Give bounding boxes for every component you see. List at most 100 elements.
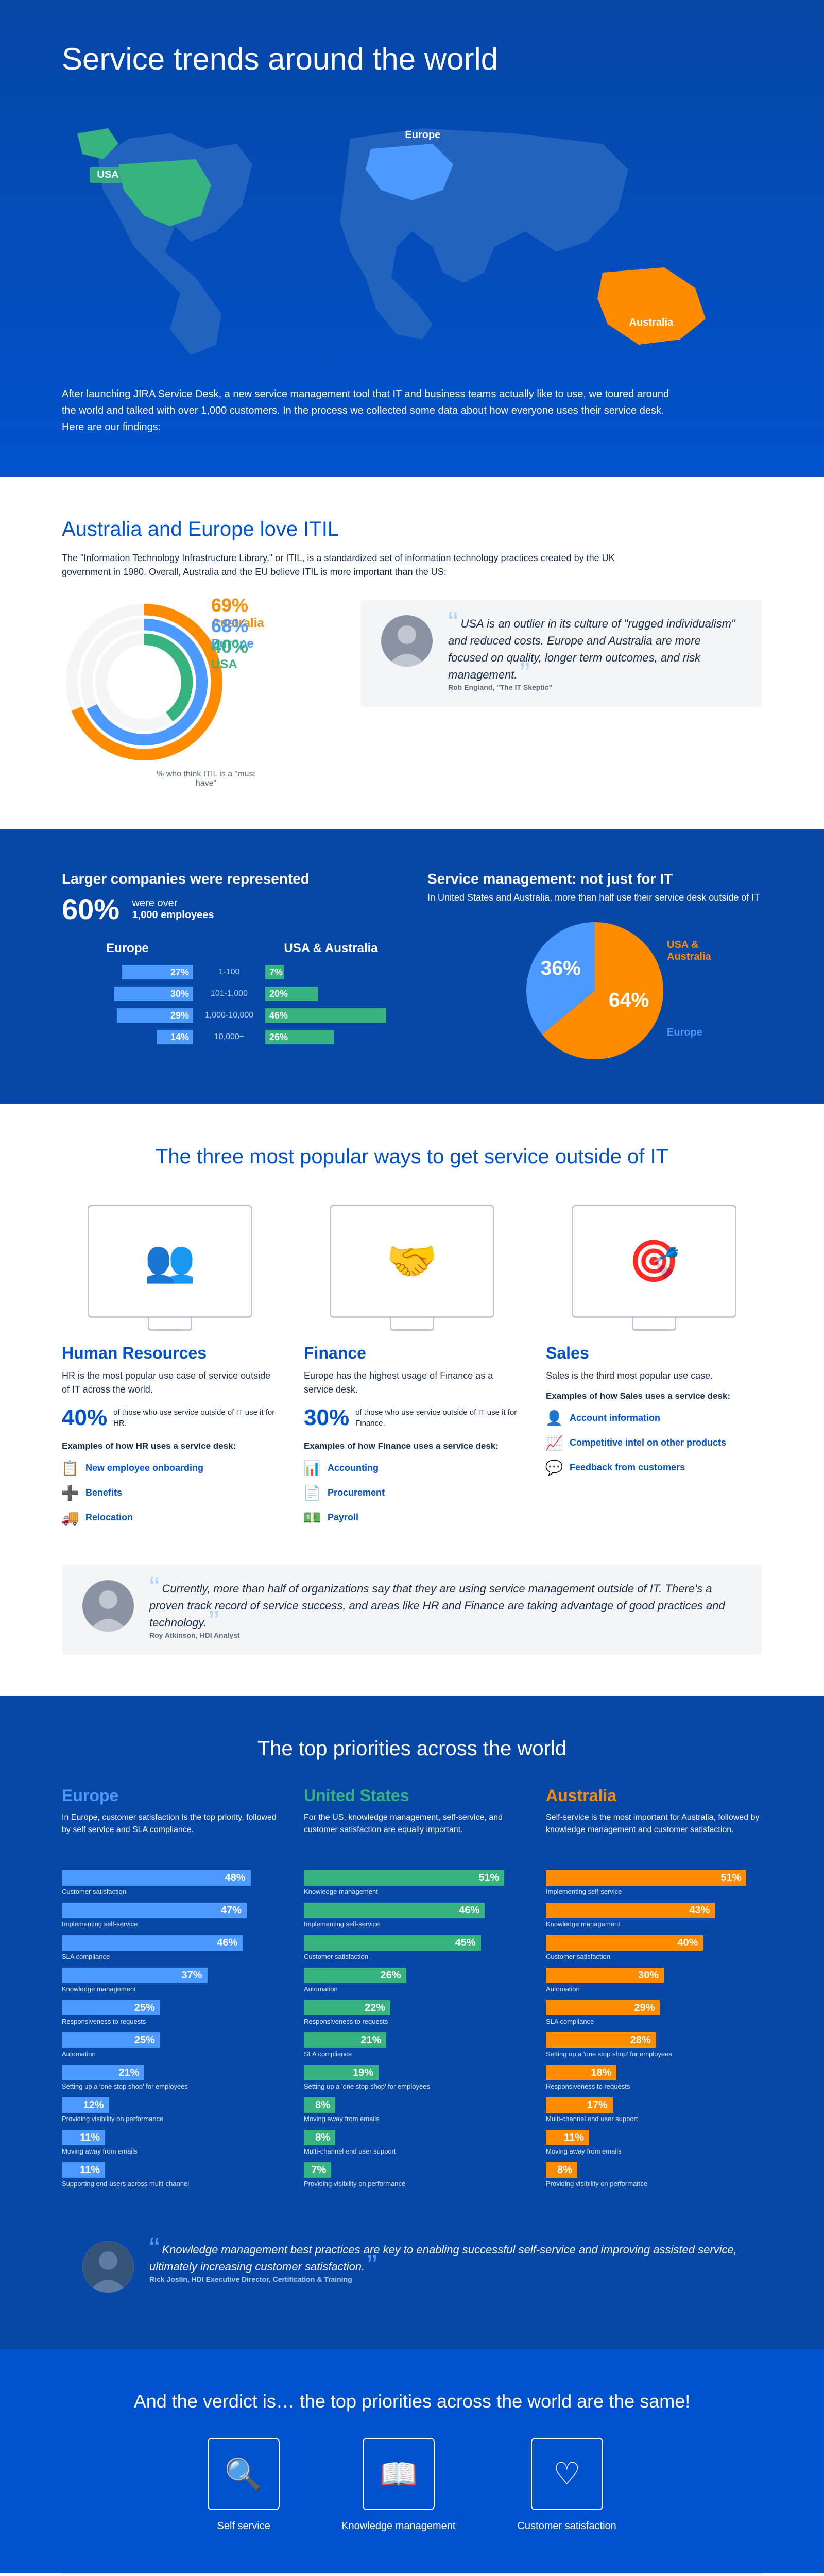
world-map: USA Europe Australia	[62, 97, 762, 365]
priority-bar: 22%Responsiveness to requests	[304, 2000, 520, 2025]
popular-section: The three most popular ways to get servi…	[0, 1104, 824, 1696]
example-icon: 📋	[62, 1460, 78, 1476]
quote-attr: Rick Joslin, HDI Executive Director, Cer…	[149, 2275, 742, 2283]
priority-region-blurb: In Europe, customer satisfaction is the …	[62, 1811, 278, 1858]
sm-head: Service management: not just for IT	[427, 871, 762, 887]
popular-col-blurb: Europe has the highest usage of Finance …	[304, 1369, 520, 1397]
map-label-europe: Europe	[405, 129, 440, 141]
priority-bar: 45%Customer satisfaction	[304, 1935, 520, 1960]
priority-bar: 11%Moving away from emails	[62, 2130, 278, 2155]
quote-close-icon: ”	[367, 2258, 377, 2274]
hero-section: Service trends around the world USA Euro…	[0, 0, 824, 477]
example-icon: 🚚	[62, 1509, 78, 1526]
priority-bar: 25%Automation	[62, 2032, 278, 2058]
priority-region: United StatesFor the US, knowledge manag…	[304, 1786, 520, 2195]
monitor-icon: 🤝	[330, 1205, 494, 1318]
hero-intro: After launching JIRA Service Desk, a new…	[62, 386, 680, 435]
priority-bar: 7%Providing visibility on performance	[304, 2162, 520, 2188]
sm-sub: In United States and Australia, more tha…	[427, 892, 762, 903]
priority-bar: 18%Responsiveness to requests	[546, 2065, 762, 2090]
popular-col-title: Sales	[546, 1344, 762, 1363]
quote-open-icon: “	[448, 615, 458, 631]
priority-bar: 25%Responsiveness to requests	[62, 2000, 278, 2025]
popular-col-hr: 👥Human ResourcesHR is the most popular u…	[62, 1194, 278, 1534]
priority-bar: 28%Setting up a 'one stop shop' for empl…	[546, 2032, 762, 2058]
quote-open-icon: “	[149, 1580, 160, 1596]
example-icon: 📈	[546, 1434, 562, 1451]
priority-bar: 21%SLA compliance	[304, 2032, 520, 2058]
priority-bar: 12%Providing visibility on performance	[62, 2097, 278, 2123]
itil-heading: Australia and Europe love ITIL	[62, 518, 762, 541]
page-title: Service trends around the world	[62, 41, 762, 77]
itil-sub: The "Information Technology Infrastructu…	[62, 551, 628, 579]
priority-bar: 46%Implementing self-service	[304, 1903, 520, 1928]
priority-bar: 47%Implementing self-service	[62, 1903, 278, 1928]
popular-heading: The three most popular ways to get servi…	[62, 1145, 762, 1168]
stat-text-l2: 1,000 employees	[132, 909, 214, 921]
verdict-label: Customer satisfaction	[517, 2520, 616, 2532]
quote-attr: Roy Atkinson, HDI Analyst	[149, 1631, 742, 1639]
popular-col-finance: 🤝 Finance Europe has the highest usage of …	[304, 1194, 520, 1534]
priority-bar: 29%SLA compliance	[546, 2000, 762, 2025]
map-label-usa: USA	[90, 167, 126, 183]
example-icon: 📊	[304, 1460, 320, 1476]
priority-bar: 8%Multi-channel end user support	[304, 2130, 520, 2155]
popular-col-title: Finance	[304, 1344, 520, 1363]
priority-bar: 11%Supporting end-users across multi-cha…	[62, 2162, 278, 2188]
priority-region-name: Europe	[62, 1786, 278, 1805]
stat-pct: 60%	[62, 892, 119, 926]
avatar	[82, 1580, 134, 1632]
priority-bar: 40%Customer satisfaction	[546, 1935, 762, 1960]
quote-text: Knowledge management best practices are …	[149, 2243, 737, 2273]
priority-region-blurb: Self-service is the most important for A…	[546, 1811, 762, 1858]
priority-bar: 48%Customer satisfaction	[62, 1870, 278, 1895]
larger-head: Larger companies were represented	[62, 871, 397, 887]
popular-col-sales: 🎯 Sales Sales is the third most popular us…	[546, 1194, 762, 1534]
example-item: 📋New employee onboarding	[62, 1460, 278, 1476]
verdict-icon: 📖	[363, 2438, 435, 2510]
priority-bar: 51%Knowledge management	[304, 1870, 520, 1895]
popular-col-blurb: HR is the most popular use case of servi…	[62, 1369, 278, 1397]
quote-close-icon: ”	[209, 1614, 219, 1630]
example-item: 🚚Relocation	[62, 1509, 278, 1526]
itil-donut-chart: 69% Australia68% Europe40% USA	[62, 600, 227, 765]
example-icon: ➕	[62, 1484, 78, 1501]
companies-section: Larger companies were represented 60% we…	[0, 829, 824, 1104]
donut-legend-item: 40% USA	[211, 636, 248, 672]
itil-section: Australia and Europe love ITIL The "Info…	[0, 477, 824, 829]
priority-bar: 26%Automation	[304, 1968, 520, 1993]
verdict-icon: 🔍	[208, 2438, 280, 2510]
example-item: 📈Competitive intel on other products	[546, 1434, 762, 1451]
priority-bar: 21%Setting up a 'one stop shop' for empl…	[62, 2065, 278, 2090]
priority-region: Europe In Europe, customer satisfaction i…	[62, 1786, 278, 2195]
priorities-quote-card: “ Knowledge management best practices ar…	[62, 2226, 762, 2308]
monitor-icon: 👥	[88, 1205, 252, 1318]
example-icon: 📄	[304, 1484, 320, 1501]
examples-head: Examples of how Sales uses a service des…	[546, 1391, 762, 1401]
example-icon: 👤	[546, 1410, 562, 1426]
priorities-section: The top priorities across the world Euro…	[0, 1696, 824, 2349]
popular-col-blurb: Sales is the third most popular use case…	[546, 1369, 762, 1383]
example-item: 💵Payroll	[304, 1509, 520, 1526]
verdict-item: 📖Knowledge management	[341, 2438, 455, 2532]
example-item: 📊Accounting	[304, 1460, 520, 1476]
example-item: 📄Procurement	[304, 1484, 520, 1501]
svg-text:36%: 36%	[541, 957, 581, 979]
priority-bar: 8%Moving away from emails	[304, 2097, 520, 2123]
verdict-section: And the verdict is… the top priorities a…	[0, 2349, 824, 2573]
priority-region: AustraliaSelf-service is the most import…	[546, 1786, 762, 2195]
priority-bar: 51%Implementing self-service	[546, 1870, 762, 1895]
monitor-icon: 🎯	[572, 1205, 736, 1318]
col-head-usau: USA & Australia	[265, 941, 397, 956]
verdict-heading: And the verdict is… the top priorities a…	[62, 2391, 762, 2412]
pie-label: Europe	[667, 1027, 702, 1039]
footer: ✦ Atlassian JIRA Service Desk Try out a …	[0, 2574, 824, 2576]
priority-bar: 43%Knowledge management	[546, 1903, 762, 1928]
verdict-icon: ♡	[531, 2438, 603, 2510]
example-item: 👤Account information	[546, 1410, 762, 1426]
company-bar-row: 30%101-1,00020%	[62, 986, 397, 1002]
priority-bar: 8%Providing visibility on performance	[546, 2162, 762, 2188]
company-bar-row: 29%1,000-10,00046%	[62, 1007, 397, 1024]
priorities-heading: The top priorities across the world	[62, 1737, 762, 1760]
example-item: 💬Feedback from customers	[546, 1459, 762, 1476]
